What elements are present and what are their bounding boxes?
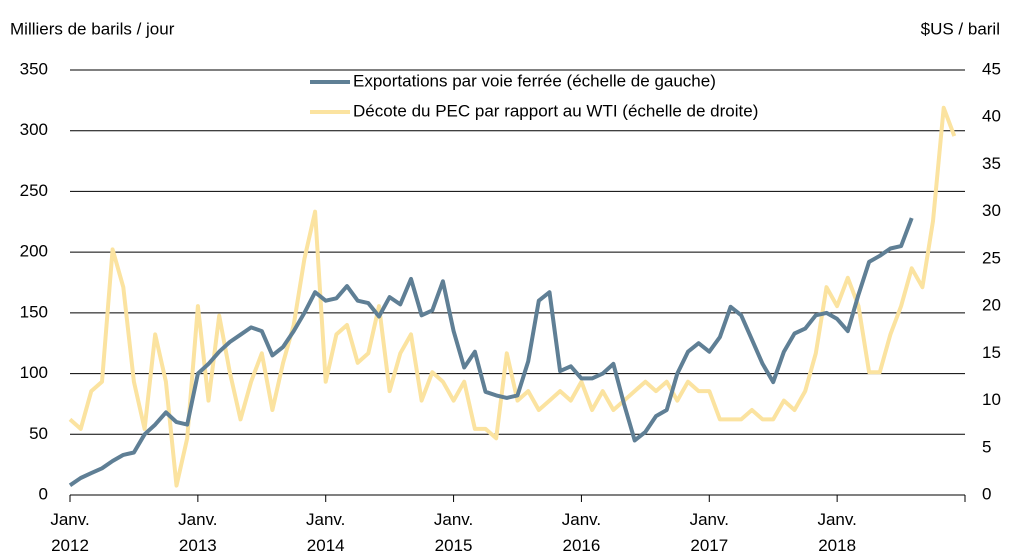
x-tick-label: Janv. 2015 — [433, 510, 474, 555]
y-axis-label: Milliers de barils / jour — [10, 19, 175, 38]
y-tick-label: 50 — [29, 424, 48, 443]
y2-tick-label: 35 — [982, 154, 1001, 173]
y2-tick-label: 45 — [982, 59, 1001, 78]
legend-label: Décote du PEC par rapport au WTI (échell… — [353, 101, 758, 120]
x-tick-label: Janv. 2018 — [817, 510, 857, 555]
legend-label: Exportations par voie ferrée (échelle de… — [353, 71, 716, 90]
x-tick-label: Janv. 2016 — [561, 510, 602, 555]
series-line — [68, 217, 914, 487]
y2-tick-label: 15 — [982, 343, 1001, 362]
x-tick-label: Janv. 2012 — [50, 510, 90, 555]
y2-tick-label: 0 — [982, 484, 991, 503]
y2-tick-label: 20 — [982, 296, 1001, 315]
y2-tick-label: 5 — [982, 437, 991, 456]
y-tick-label: 300 — [20, 120, 48, 139]
x-tick-label: Janv. 2017 — [689, 510, 729, 555]
y-tick-label: 200 — [20, 242, 48, 261]
y-tick-label: 100 — [20, 363, 48, 382]
y2-axis-label: $US / baril — [921, 19, 1000, 38]
y-tick-label: 250 — [20, 181, 48, 200]
y2-tick-label: 25 — [982, 248, 1001, 267]
y2-tick-label: 40 — [982, 107, 1001, 126]
y-tick-label: 150 — [20, 302, 48, 321]
y-tick-label: 0 — [39, 484, 48, 503]
series-line — [68, 105, 957, 488]
y2-tick-label: 10 — [982, 390, 1001, 409]
x-tick-label: Janv. 2014 — [306, 510, 346, 555]
y-tick-label: 350 — [20, 59, 48, 78]
x-tick-label: Janv. 2013 — [178, 510, 218, 555]
y2-tick-label: 30 — [982, 201, 1001, 220]
